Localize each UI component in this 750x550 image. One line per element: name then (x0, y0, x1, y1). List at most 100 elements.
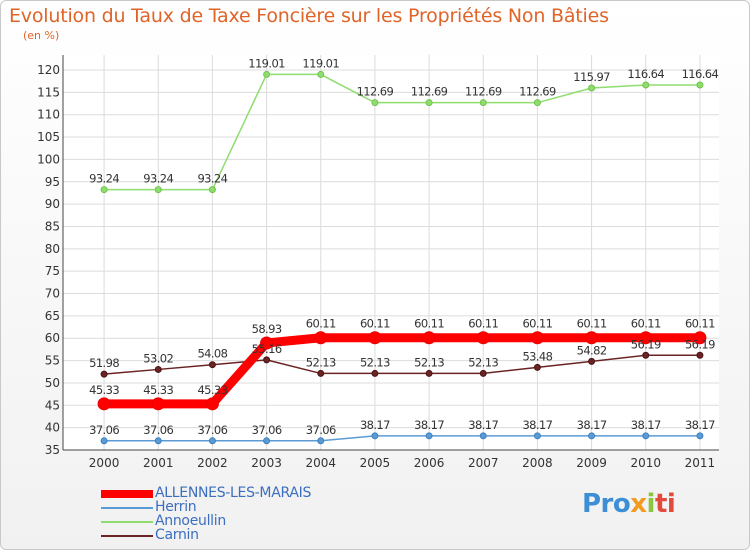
x-tick-label: 2000 (89, 456, 120, 470)
x-tick-label: 2004 (305, 456, 336, 470)
x-tick-label: 2008 (522, 456, 553, 470)
x-tick-label: 2010 (630, 456, 661, 470)
data-point (371, 99, 379, 107)
y-tick-label: 55 (45, 354, 60, 368)
data-label: 60.11 (306, 317, 336, 331)
y-tick-label: 40 (45, 421, 60, 435)
data-label: 37.06 (306, 423, 336, 437)
series-line (103, 435, 701, 442)
data-label: 38.17 (577, 418, 607, 432)
data-point (154, 365, 162, 373)
data-label: 58.93 (252, 322, 282, 336)
legend-label: Annoeullin (155, 513, 226, 529)
data-point (696, 81, 704, 89)
data-label: 38.17 (468, 418, 498, 432)
data-point (100, 186, 108, 194)
y-tick-label: 100 (37, 152, 60, 166)
data-label: 54.82 (577, 343, 607, 357)
data-label: 37.06 (197, 423, 227, 437)
data-point (425, 99, 433, 107)
data-point (422, 331, 436, 345)
data-point (154, 186, 162, 194)
legend-label: Carnin (155, 527, 199, 543)
data-point (208, 361, 216, 369)
data-point (317, 70, 325, 78)
x-tick-label: 2005 (360, 456, 391, 470)
data-point (100, 437, 108, 445)
data-label: 60.11 (360, 317, 390, 331)
data-label: 60.11 (685, 317, 715, 331)
data-point (588, 357, 596, 365)
data-label: 60.11 (522, 317, 552, 331)
data-point (317, 437, 325, 445)
y-tick-label: 65 (45, 309, 60, 323)
data-label: 112.69 (411, 85, 448, 99)
data-point (479, 369, 487, 377)
data-point (368, 331, 382, 345)
y-tick-label: 75 (45, 264, 60, 278)
data-label: 37.06 (143, 423, 173, 437)
plot-area (63, 55, 719, 450)
data-label: 115.97 (573, 70, 610, 84)
series-line (99, 333, 705, 409)
data-point (208, 437, 216, 445)
x-tick-label: 2009 (576, 456, 607, 470)
data-label: 60.11 (631, 317, 661, 331)
y-tick-label: 50 (45, 376, 60, 390)
data-label: 38.17 (360, 418, 390, 432)
data-point (642, 432, 650, 440)
legend-label: Herrin (155, 499, 197, 515)
data-point (588, 432, 596, 440)
legend-label: ALLENNES-LES-MARAIS (155, 485, 312, 501)
data-label: 93.24 (143, 172, 173, 186)
data-point (479, 432, 487, 440)
legend-swatch (101, 507, 153, 509)
data-label: 54.08 (197, 347, 227, 361)
data-label: 38.17 (522, 418, 552, 432)
legend-swatch (101, 521, 153, 523)
data-label: 52.13 (306, 355, 336, 369)
legend-swatch (101, 535, 153, 537)
y-tick-label: 120 (37, 63, 60, 77)
y-tick-label: 105 (37, 130, 60, 144)
data-label: 38.17 (414, 418, 444, 432)
data-label: 45.33 (89, 383, 119, 397)
data-label: 56.19 (685, 337, 715, 351)
data-label: 119.01 (302, 56, 339, 70)
data-point (696, 351, 704, 359)
data-point (100, 370, 108, 378)
data-label: 52.13 (360, 355, 390, 369)
data-point (371, 432, 379, 440)
data-point (588, 84, 596, 92)
y-tick-label: 45 (45, 398, 60, 412)
data-point (154, 437, 162, 445)
y-tick-label: 85 (45, 219, 60, 233)
x-tick-label: 2007 (468, 456, 499, 470)
data-point (151, 397, 165, 411)
data-point (263, 70, 271, 78)
data-point (425, 432, 433, 440)
data-label: 93.24 (197, 172, 227, 186)
data-label: 119.01 (248, 56, 285, 70)
proxiti-logo: Proxiti (582, 489, 676, 519)
data-point (696, 432, 704, 440)
data-label: 55.16 (252, 342, 282, 356)
data-label: 112.69 (519, 85, 556, 99)
data-point (642, 351, 650, 359)
chart-title: Evolution du Taux de Taxe Foncière sur l… (9, 5, 609, 27)
data-label: 112.69 (357, 85, 394, 99)
data-label: 37.06 (89, 423, 119, 437)
data-point (476, 331, 490, 345)
data-label: 56.19 (631, 337, 661, 351)
data-point (530, 331, 544, 345)
data-point (314, 331, 328, 345)
y-tick-label: 90 (45, 197, 60, 211)
y-tick-label: 70 (45, 287, 60, 301)
data-label: 52.13 (468, 355, 498, 369)
x-tick-label: 2006 (414, 456, 445, 470)
data-point (263, 356, 271, 364)
y-tick-label: 35 (45, 443, 60, 457)
legend-swatch (101, 490, 153, 498)
data-label: 53.02 (143, 351, 173, 365)
